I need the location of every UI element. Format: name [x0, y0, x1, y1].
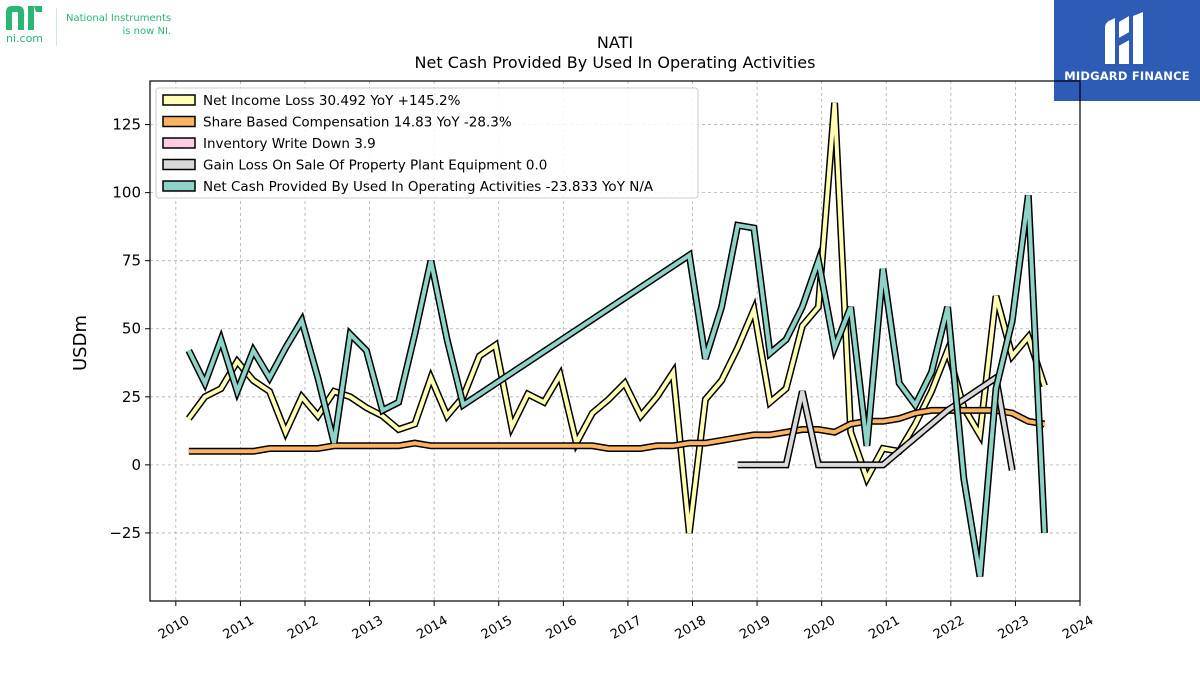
legend-swatch — [162, 115, 196, 128]
x-tick-label: 2020 — [802, 613, 838, 643]
legend-swatch — [162, 158, 196, 171]
ni-tagline-line-2: is now NI. — [122, 26, 172, 37]
x-tick-label: 2013 — [350, 613, 386, 643]
x-tick-label: 2023 — [996, 613, 1032, 643]
y-tick-label: 75 — [122, 252, 141, 270]
midgard-finance-name: MIDGARD FINANCE — [1064, 69, 1190, 83]
y-tick-label: 125 — [112, 116, 141, 134]
ni-tagline-line-1: National Instruments — [66, 13, 172, 24]
legend-frame — [155, 87, 699, 199]
y-axis-label: USDm — [70, 315, 91, 371]
legend-swatch — [162, 137, 196, 149]
x-tick-label: 2015 — [479, 613, 515, 643]
x-tick-label: 2018 — [673, 613, 709, 643]
series-layer — [185, 102, 1048, 578]
legend-label: Net Income Loss 30.492 YoY +145.2% — [203, 93, 461, 109]
x-tick-label: 2012 — [285, 613, 321, 643]
legend-label: Net Cash Provided By Used In Operating A… — [203, 179, 654, 195]
y-tick-label: 0 — [131, 456, 141, 474]
x-tick-label: 2010 — [156, 613, 192, 643]
y-axis: −25 0 25 50 75 100 125 — [109, 116, 150, 542]
legend-swatch — [162, 94, 196, 106]
midgard-logo-icon — [1105, 12, 1143, 64]
x-tick-label: 2014 — [414, 613, 450, 643]
series-outline-net-cash-provided-by-used-in-operating-activities — [185, 194, 1048, 578]
x-axis: 2010 2011 2012 2013 2014 2015 2016 2017 2018 2019… — [156, 601, 1096, 643]
ni-domain: ni.com — [6, 32, 44, 45]
legend-swatch — [162, 180, 196, 192]
ni-logo-icon — [6, 6, 42, 30]
legend-label: Share Based Compensation 14.83 YoY -28.3… — [203, 115, 512, 131]
y-tick-label: 25 — [122, 388, 141, 406]
ni-tagline: National Instruments is now NI. — [66, 12, 171, 38]
chart-title: NATI — [597, 33, 633, 52]
x-tick-label: 2021 — [866, 613, 902, 643]
y-tick-label: −25 — [109, 524, 141, 542]
x-tick-label: 2022 — [931, 613, 967, 643]
legend-label: Inventory Write Down 3.9 — [203, 136, 376, 152]
series-line-gain-loss-on-sale-of-property-plant-equipment — [737, 374, 1015, 471]
midgard-finance-logo: MIDGARD FINANCE — [1054, 0, 1200, 101]
series-line-net-cash-provided-by-used-in-operating-activities — [187, 195, 1047, 577]
legend: Net Income Loss 30.492 YoY +145.2% Share … — [155, 87, 699, 199]
ni-logo: ni.com National Instruments is now NI. — [4, 4, 194, 48]
x-tick-label: 2016 — [544, 613, 580, 643]
y-tick-label: 50 — [122, 320, 141, 338]
x-tick-label: 2011 — [221, 613, 257, 643]
x-tick-label: 2024 — [1060, 613, 1096, 643]
x-tick-label: 2017 — [608, 613, 644, 643]
legend-label: Gain Loss On Sale Of Property Plant Equi… — [203, 158, 547, 174]
plot-frame — [149, 80, 1081, 602]
x-tick-label: 2019 — [737, 613, 773, 643]
series-line-share-based-compensation — [188, 408, 1045, 454]
y-tick-label: 100 — [112, 184, 141, 202]
ni-divider — [56, 8, 57, 46]
chart-subtitle: Net Cash Provided By Used In Operating A… — [415, 53, 816, 72]
